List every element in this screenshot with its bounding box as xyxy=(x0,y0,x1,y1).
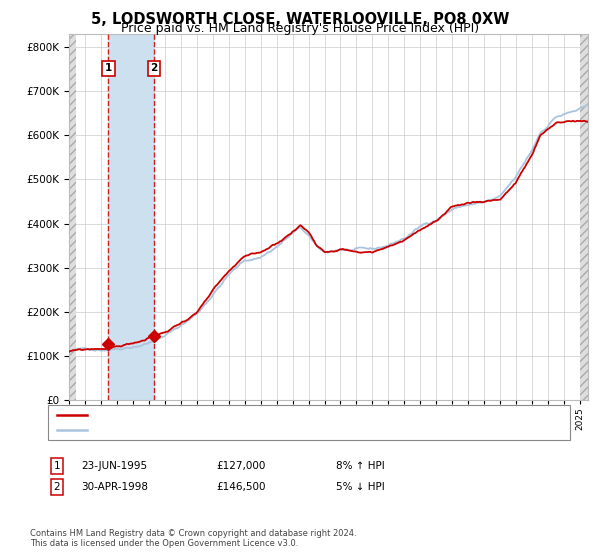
Bar xyxy=(69,34,76,400)
Bar xyxy=(109,34,154,400)
Text: Price paid vs. HM Land Registry's House Price Index (HPI): Price paid vs. HM Land Registry's House … xyxy=(121,22,479,35)
Text: 8% ↑ HPI: 8% ↑ HPI xyxy=(336,461,385,471)
Bar xyxy=(580,34,588,400)
Text: Contains HM Land Registry data © Crown copyright and database right 2024.: Contains HM Land Registry data © Crown c… xyxy=(30,529,356,538)
Text: This data is licensed under the Open Government Licence v3.0.: This data is licensed under the Open Gov… xyxy=(30,539,298,548)
Text: 5, LODSWORTH CLOSE, WATERLOOVILLE, PO8 0XW: 5, LODSWORTH CLOSE, WATERLOOVILLE, PO8 0… xyxy=(91,12,509,27)
Text: 30-APR-1998: 30-APR-1998 xyxy=(81,482,148,492)
Text: 2: 2 xyxy=(151,63,158,73)
Text: 2: 2 xyxy=(53,482,61,492)
Text: £146,500: £146,500 xyxy=(216,482,265,492)
Text: 1: 1 xyxy=(53,461,61,471)
Text: 1: 1 xyxy=(105,63,112,73)
Text: HPI: Average price, detached house, East Hampshire: HPI: Average price, detached house, East… xyxy=(91,425,354,435)
Text: £127,000: £127,000 xyxy=(216,461,265,471)
Text: 5% ↓ HPI: 5% ↓ HPI xyxy=(336,482,385,492)
Text: 23-JUN-1995: 23-JUN-1995 xyxy=(81,461,147,471)
Text: 5, LODSWORTH CLOSE, WATERLOOVILLE, PO8 0XW (detached house): 5, LODSWORTH CLOSE, WATERLOOVILLE, PO8 0… xyxy=(91,409,435,419)
